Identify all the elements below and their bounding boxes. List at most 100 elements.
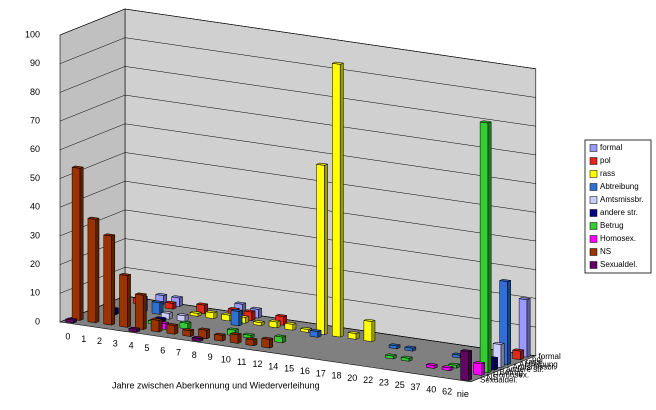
bar-top xyxy=(64,317,78,321)
bar-top xyxy=(178,320,192,324)
bar xyxy=(213,332,227,342)
y-tick-label: 60 xyxy=(30,144,40,154)
x-tick-label: 17 xyxy=(316,368,326,378)
x-tick-label: 20 xyxy=(347,373,357,383)
x-tick-label: 11 xyxy=(237,357,246,367)
x-tick-label: 18 xyxy=(331,371,341,381)
bar-top xyxy=(492,341,506,345)
bar-side xyxy=(79,166,84,321)
bar-top xyxy=(299,326,313,330)
bar-front xyxy=(151,301,161,315)
x-tick-label: 7 xyxy=(176,348,181,358)
legend-swatch xyxy=(589,157,598,165)
bar-top xyxy=(118,273,132,276)
x-tick-label: 40 xyxy=(426,384,436,394)
bar xyxy=(118,273,132,328)
x-tick-label: 14 xyxy=(268,361,278,371)
bar-top xyxy=(459,349,473,353)
depth-label: Betrug xyxy=(500,368,524,377)
bar xyxy=(331,61,345,338)
bar-front xyxy=(316,164,325,336)
bar-front xyxy=(150,319,160,333)
bar-top xyxy=(315,162,329,166)
bar-front xyxy=(166,324,176,335)
depth-label: Homosex. xyxy=(493,370,529,379)
bar xyxy=(176,313,190,322)
bar xyxy=(347,330,361,340)
bar xyxy=(230,308,244,327)
bar-top xyxy=(151,300,165,304)
bar-top xyxy=(230,308,244,312)
bar-top xyxy=(274,313,288,317)
bar-front xyxy=(135,293,144,330)
legend-swatch xyxy=(589,183,598,191)
bar-top xyxy=(403,345,417,349)
bar-side xyxy=(238,309,243,327)
bar xyxy=(511,348,525,361)
bar-top xyxy=(244,337,258,341)
bar-front xyxy=(87,218,97,324)
bar-top xyxy=(102,233,116,237)
bar xyxy=(242,332,256,339)
bar-top xyxy=(331,61,345,65)
bar xyxy=(268,319,282,329)
bar xyxy=(441,365,455,372)
bar-side xyxy=(526,298,531,358)
bar-side xyxy=(339,62,344,338)
x-axis-label: Jahre zwischen Aberkennung und Wiederver… xyxy=(112,380,320,390)
bar xyxy=(71,165,85,321)
x-tick-label: 37 xyxy=(410,382,420,392)
bar-side xyxy=(158,318,163,333)
y-tick-label: 50 xyxy=(30,173,40,183)
bar xyxy=(425,362,439,369)
bar-side xyxy=(520,349,524,361)
bar-top xyxy=(150,317,164,321)
y-tick-label: 30 xyxy=(30,230,40,240)
x-tick-label: 6 xyxy=(160,345,165,355)
legend-label: Abtreibung xyxy=(600,182,639,191)
bar-side xyxy=(494,357,498,371)
bar xyxy=(178,320,192,330)
legend-swatch xyxy=(589,222,598,230)
bar xyxy=(309,328,323,338)
bar-top xyxy=(164,300,178,304)
y-tick-label: 90 xyxy=(30,58,40,68)
legend-label: Amtsmissbr. xyxy=(600,195,644,204)
grid-line xyxy=(59,37,536,98)
legend: formal pol rass Abtreibung Amtsmissbr. andere… xyxy=(584,139,652,274)
legend-swatch xyxy=(589,248,598,256)
depth-label: NS xyxy=(487,373,498,382)
legend-label: rass xyxy=(600,169,615,178)
bar xyxy=(362,318,376,343)
bar xyxy=(388,343,402,350)
x-tick-label: 5 xyxy=(144,343,149,353)
bar xyxy=(315,162,329,336)
bar-top xyxy=(189,310,203,314)
bar-front xyxy=(460,350,469,381)
bar-side xyxy=(269,337,274,349)
x-tick-label: 12 xyxy=(252,359,262,369)
bar-top xyxy=(384,353,398,357)
bar-front xyxy=(479,121,489,374)
bar-side xyxy=(237,333,242,344)
bar-front xyxy=(261,338,270,349)
bar-side xyxy=(179,296,183,307)
legend-swatch xyxy=(589,209,598,217)
bar-front xyxy=(512,349,521,361)
y-tick-label: 0 xyxy=(35,316,40,326)
bar-side xyxy=(487,121,492,374)
legend-swatch xyxy=(589,261,598,269)
bar xyxy=(243,309,257,322)
grid-line xyxy=(59,123,536,184)
bar xyxy=(252,320,266,326)
bar-top xyxy=(127,326,141,330)
bar xyxy=(459,349,473,381)
bar xyxy=(204,310,218,320)
depth-label: formal xyxy=(539,352,561,361)
bar xyxy=(518,297,532,358)
legend-label: formal xyxy=(600,143,622,152)
bar-side xyxy=(500,342,505,368)
bar-front xyxy=(119,274,128,328)
bar xyxy=(479,120,493,374)
bar xyxy=(299,326,313,333)
